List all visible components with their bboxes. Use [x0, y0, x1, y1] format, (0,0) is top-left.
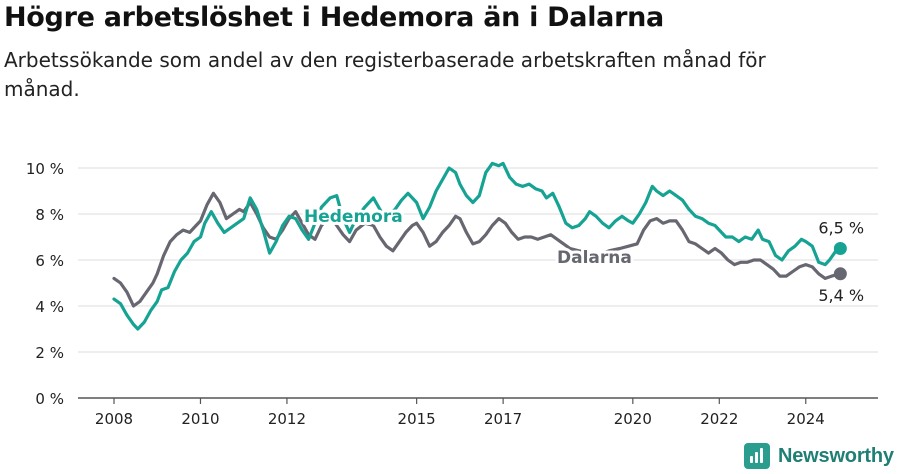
y-tick-label: 2 % — [35, 344, 64, 362]
series-label-hedemora-halo: Hedemora — [304, 207, 403, 227]
x-tick-label: 2010 — [181, 410, 219, 428]
x-tick-label: 2024 — [787, 410, 825, 428]
x-tick-label: 2017 — [484, 410, 522, 428]
x-tick-label: 2020 — [614, 410, 652, 428]
series-label-dalarna: Dalarna — [557, 248, 632, 268]
x-tick-label: 2022 — [700, 410, 738, 428]
y-gridlines — [78, 167, 878, 353]
y-tick-label: 8 % — [35, 206, 64, 224]
series-end-dot-dalarna — [833, 267, 847, 281]
series-label-hedemora: Hedemora — [304, 207, 403, 227]
series-line-hedemora — [112, 161, 842, 331]
end-label-dalarna: 5,4 % — [818, 286, 864, 305]
chart-title: Högre arbetslöshet i Hedemora än i Dalar… — [4, 2, 664, 33]
newsworthy-brand: Newsworthy — [744, 442, 894, 470]
y-tick-label: 6 % — [35, 252, 64, 270]
x-tick-label: 2015 — [398, 410, 436, 428]
brand-name: Newsworthy — [778, 444, 894, 467]
bar-chart-logo-icon — [744, 443, 770, 469]
chart-subtitle: Arbetssökande som andel av den registerb… — [4, 48, 766, 101]
y-tick-label: 10 % — [26, 160, 64, 178]
end-label-hedemora: 6,5 % — [818, 219, 864, 238]
x-axis-ticks: 2008 2010 2012 2015 2017 2020 2022 2024 — [95, 398, 825, 428]
y-tick-label: 4 % — [35, 298, 64, 316]
y-tick-label: 0 % — [35, 390, 64, 408]
series-lines — [112, 161, 847, 331]
series-line-dalarna — [112, 191, 842, 308]
series-end-dot-hedemora — [833, 242, 847, 255]
series-label-dalarna-halo: Dalarna — [557, 248, 632, 268]
y-axis-tick-labels: 0 % 2 % 4 % 6 % 8 % 10 % — [26, 160, 64, 408]
x-tick-label: 2012 — [268, 410, 306, 428]
x-tick-label: 2008 — [95, 410, 133, 428]
